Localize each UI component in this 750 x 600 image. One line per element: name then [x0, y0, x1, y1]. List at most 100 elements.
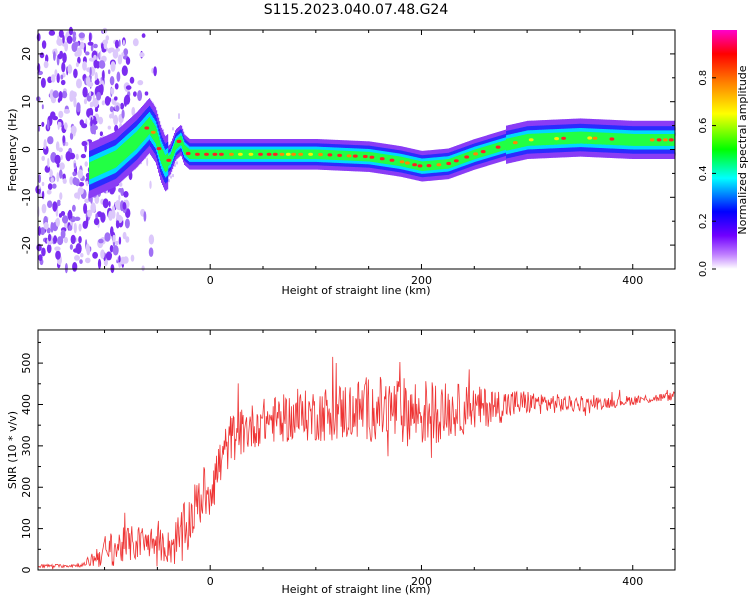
heatmap-ridge-cell: [156, 129, 158, 147]
heatmap-ridge-cell: [620, 133, 622, 146]
heatmap-ridge-cell: [90, 161, 92, 179]
heatmap-ridge-cell: [629, 133, 631, 146]
heatmap-noise-cell: [114, 83, 119, 90]
heatmap-ridge-cell: [495, 143, 497, 153]
heatmap-ridge-cell: [104, 155, 106, 173]
heatmap-ridge-cell: [614, 133, 616, 146]
heatmap-ridge-cell: [325, 149, 327, 160]
heatmap-peak-cell: [561, 136, 566, 140]
heatmap-ridge-cell: [582, 131, 584, 144]
heatmap-peak-cell: [279, 152, 285, 156]
heatmap-noise-cell: [119, 182, 123, 187]
heatmap-ridge-cell: [167, 153, 169, 171]
heatmap-ridge-cell: [411, 159, 413, 169]
heatmap-noise-cell: [103, 39, 108, 50]
heatmap-ridge-cell: [441, 159, 443, 170]
heatmap-noise-cell: [115, 240, 119, 246]
heatmap-noise-cell: [115, 200, 121, 210]
heatmap-ridge-cell: [503, 140, 505, 151]
heatmap-ridge-cell: [661, 134, 663, 146]
heatmap-ridge-cell: [314, 149, 316, 160]
heatmap-halo-cell: [168, 179, 170, 183]
heatmap-ridge-cell: [425, 161, 427, 171]
heatmap-ridge-cell: [351, 151, 353, 161]
heatmap-noise-cell: [90, 202, 96, 213]
heatmap-noise-cell: [98, 238, 104, 244]
heatmap-ridge-cell: [263, 149, 265, 160]
heatmap-ridge-cell: [306, 149, 308, 160]
heatmap-noise-cell: [114, 39, 120, 49]
heatmap-ridge-cell: [584, 131, 586, 144]
heatmap-ridge-cell: [551, 132, 553, 145]
heatmap-ridge-cell: [607, 132, 609, 145]
y-tick-label: 300: [20, 435, 33, 456]
heatmap-ridge-cell: [445, 159, 447, 169]
heatmap-peak-cell: [554, 137, 559, 141]
heatmap-ridge-cell: [435, 160, 437, 170]
heatmap-ridge-cell: [559, 132, 561, 145]
heatmap-noise-cell: [63, 236, 68, 244]
heatmap-peak-cell: [389, 158, 395, 162]
heatmap-ridge-cell: [527, 134, 529, 146]
heatmap-noise-cell: [72, 31, 77, 37]
heatmap-ridge-cell: [313, 149, 315, 160]
heatmap-ridge-cell: [640, 134, 642, 146]
heatmap-ridge-cell: [316, 149, 318, 160]
heatmap-noise-cell: [123, 256, 129, 264]
heatmap-noise-cell: [62, 52, 67, 64]
heatmap-ridge-cell: [324, 149, 326, 160]
heatmap-ridge-cell: [106, 154, 108, 172]
heatmap-noise-cell: [100, 249, 105, 259]
heatmap-ridge-cell: [152, 121, 154, 139]
heatmap-ridge-cell: [266, 149, 268, 160]
heatmap-peak-cell: [266, 152, 272, 156]
heatmap-ridge-cell: [336, 150, 338, 160]
colorbar-tick-label: 0.4: [698, 165, 709, 181]
heatmap-ridge-cell: [655, 134, 657, 146]
heatmap-ridge-cell: [654, 134, 656, 146]
heatmap-noise-cell: [69, 211, 73, 219]
heatmap-noise-cell: [153, 66, 157, 77]
heatmap-ridge-cell: [181, 136, 183, 146]
heatmap-noise-cell: [56, 73, 60, 84]
heatmap-ridge-cell: [426, 161, 428, 171]
heatmap-noise-cell: [123, 191, 129, 198]
heatmap-noise-cell: [114, 96, 118, 101]
heatmap-ridge-cell: [386, 154, 388, 165]
heatmap-noise-cell: [62, 178, 67, 184]
heatmap-noise-cell: [43, 139, 47, 150]
heatmap-ridge-cell: [342, 150, 344, 161]
heatmap-peak-cell: [473, 152, 478, 156]
heatmap-ridge-cell: [335, 150, 337, 160]
heatmap-noise-cell: [60, 155, 63, 160]
heatmap-noise-cell: [85, 51, 90, 56]
heatmap-noise-cell: [47, 183, 53, 191]
heatmap-noise-cell: [60, 229, 66, 239]
heatmap-noise-cell: [69, 176, 74, 185]
heatmap-peak-cell: [204, 152, 209, 156]
heatmap-ridge-cell: [143, 123, 145, 141]
heatmap-noise-cell: [52, 201, 58, 212]
heatmap-ridge-cell: [580, 131, 582, 144]
heatmap-peak-cell: [649, 138, 655, 142]
heatmap-ridge-cell: [598, 132, 600, 145]
colorbar-tick-label: 0.8: [698, 70, 709, 86]
heatmap-ridge-cell: [544, 133, 546, 146]
heatmap-ridge-cell: [163, 151, 165, 169]
heatmap-ridge-cell: [89, 162, 91, 180]
heatmap-noise-cell: [112, 234, 116, 243]
heatmap-ridge-cell: [193, 149, 195, 160]
heatmap-halo-cell: [178, 113, 180, 117]
colorbar: 0.0 0.2 0.4 0.6 0.8 Normalized spectral ampl…: [698, 30, 749, 277]
heatmap-noise-cell: [68, 224, 73, 231]
heatmap-ridge-cell: [508, 138, 510, 151]
heatmap-ridge-cell: [118, 147, 120, 165]
heatmap-ridge-cell: [464, 153, 466, 163]
heatmap-ridge-cell: [512, 137, 514, 150]
heatmap-noise-cell: [74, 216, 81, 221]
heatmap-noise-cell: [78, 223, 82, 232]
heatmap-halo-cell: [170, 175, 172, 179]
heatmap-noise-cell: [87, 41, 94, 46]
heatmap-ridge-cell: [125, 141, 127, 159]
heatmap-ridge-cell: [488, 145, 490, 155]
